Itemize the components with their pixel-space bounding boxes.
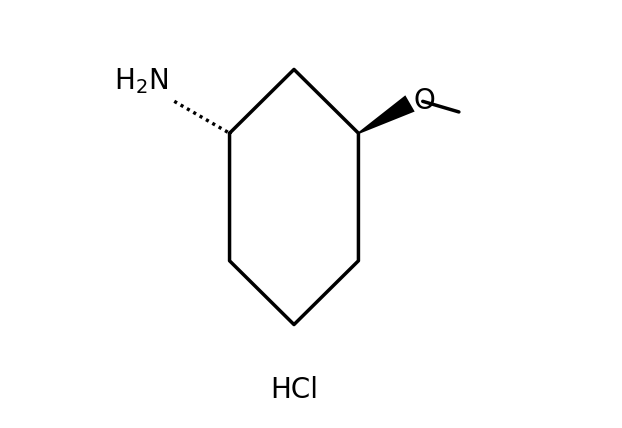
Text: H$_2$N: H$_2$N — [114, 66, 168, 96]
Text: O: O — [414, 87, 435, 115]
Polygon shape — [358, 95, 415, 134]
Text: HCl: HCl — [270, 377, 318, 404]
